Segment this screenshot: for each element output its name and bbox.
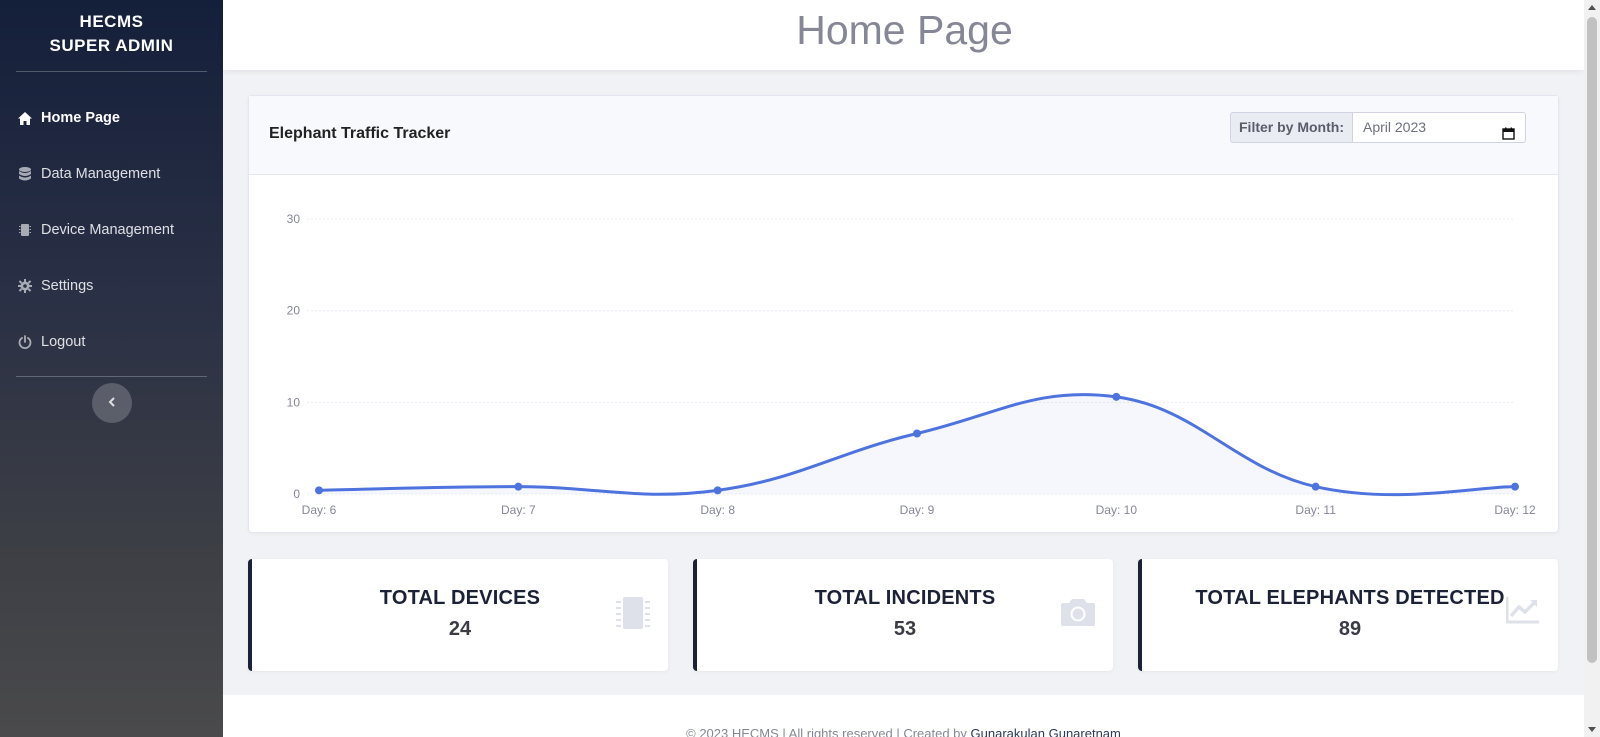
y-tick-label: 20 [287,304,301,318]
brand: HECMS SUPER ADMIN [0,0,223,58]
chip-icon [18,223,32,237]
data-point[interactable] [514,482,523,491]
camera-icon [1061,596,1095,631]
footer: © 2023 HECMS | All rights reserved | Cre… [223,695,1584,737]
stat-card-elephants: TOTAL ELEPHANTS DETECTED 89 [1138,559,1558,671]
sidebar-item-device-management[interactable]: Device Management [0,202,223,258]
sidebar-item-label: Device Management [41,222,174,238]
traffic-line-chart: 0 10 20 30 Day: 6 Day: 7 Day: 8 Day: 9 Day: 10 Da… [287,212,1536,517]
x-tick-label: Day: 9 [900,503,935,517]
y-tick-label: 30 [287,212,301,226]
gear-icon [18,279,32,293]
sidebar-item-label: Settings [41,278,94,294]
sidebar-item-label: Home Page [41,110,120,126]
scroll-thumb[interactable] [1587,17,1597,663]
power-icon [18,335,32,349]
sidebar-item-label: Data Management [41,166,161,182]
footer-text: © 2023 HECMS | All rights reserved | Cre… [686,726,967,737]
data-point[interactable] [1311,482,1320,491]
stat-title: TOTAL ELEPHANTS DETECTED [1195,587,1505,609]
series-area [319,394,1515,495]
data-point[interactable] [315,486,323,495]
sidebar-nav: Home Page Data Management Device Managem… [0,72,223,370]
divider [16,71,207,72]
database-icon [18,167,32,181]
stat-card-devices: TOTAL DEVICES 24 [248,559,668,671]
chart-card-header: Elephant Traffic Tracker Filter by Month… [249,96,1558,175]
chart-title: Elephant Traffic Tracker [269,125,451,142]
sidebar-toggle-button[interactable] [92,383,132,423]
month-filter: Filter by Month: April 2023 [1230,112,1526,143]
data-point[interactable] [1511,482,1519,491]
x-tick-label: Day: 8 [700,503,735,517]
stat-title: TOTAL DEVICES [379,587,541,609]
sidebar: HECMS SUPER ADMIN Home Page Data Managem… [0,0,223,737]
brand-line-2: SUPER ADMIN [49,36,174,55]
chart-line-icon [1505,596,1540,629]
stat-title: TOTAL INCIDENTS [814,587,996,609]
calendar-icon[interactable] [1502,121,1515,150]
scroll-down-arrow[interactable] [1588,727,1596,732]
scrollbar[interactable] [1584,0,1600,737]
divider [16,376,207,377]
x-tick-label: Day: 6 [302,503,337,517]
y-tick-label: 10 [287,395,301,409]
x-tick-label: Day: 10 [1096,503,1138,517]
month-input[interactable]: April 2023 [1352,112,1526,143]
chart-card: Elephant Traffic Tracker Filter by Month… [248,95,1559,533]
sidebar-item-label: Logout [41,334,86,350]
chevron-left-icon [108,394,116,412]
filter-label: Filter by Month: [1230,112,1352,143]
x-tick-label: Day: 11 [1295,503,1336,517]
topbar: Home Page [223,0,1584,70]
stat-card-incidents: TOTAL INCIDENTS 53 [693,559,1113,671]
sidebar-item-home[interactable]: Home Page [0,90,223,146]
author-link[interactable]: Gunarakulan Gunaretnam [970,726,1121,737]
microchip-icon [616,596,650,635]
sidebar-item-logout[interactable]: Logout [0,314,223,370]
data-point[interactable] [713,486,722,495]
data-point[interactable] [913,429,921,438]
data-point[interactable] [1112,392,1121,401]
home-icon [18,111,32,125]
y-tick-label: 0 [293,487,300,501]
stat-value: 53 [893,618,917,640]
x-tick-label: Day: 12 [1494,503,1536,517]
stat-value: 24 [448,618,472,640]
month-input-value: April 2023 [1363,119,1427,135]
stat-value: 89 [1338,618,1362,640]
brand-line-1: HECMS [79,12,144,31]
sidebar-item-data-management[interactable]: Data Management [0,146,223,202]
page-title: Home Page [796,7,1013,53]
x-tick-label: Day: 7 [501,503,536,517]
scroll-up-arrow[interactable] [1588,5,1596,10]
sidebar-item-settings[interactable]: Settings [0,258,223,314]
